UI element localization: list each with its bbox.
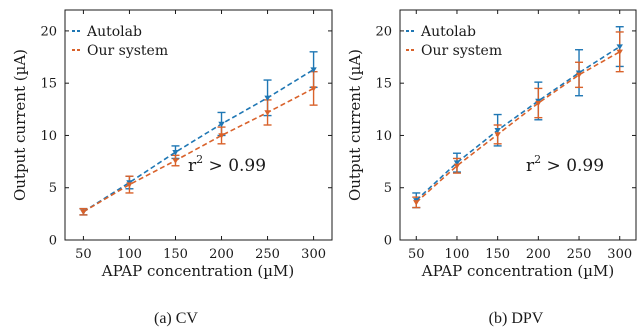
data-point-our-system xyxy=(264,110,271,116)
data-point-our-system xyxy=(126,182,133,188)
plot-frame xyxy=(399,9,637,241)
data-point-autolab xyxy=(616,44,623,50)
series-line-our-system xyxy=(83,87,314,213)
data-point-autolab xyxy=(453,160,461,166)
panel-dpv: 50 100 150 200 250 300 0 5 10 15 20 Autolab Our sy… xyxy=(346,9,637,327)
y-tick-label: 20 xyxy=(375,24,392,39)
x-tick-label: 100 xyxy=(445,247,470,262)
x-tick-label: 150 xyxy=(485,247,510,262)
y-tick-label: 10 xyxy=(375,129,392,144)
legend: Autolab Our system xyxy=(72,24,168,59)
caption-cv: (a) CV xyxy=(154,310,198,327)
legend-label-our-system: Our system xyxy=(87,43,168,59)
error-bars xyxy=(79,51,318,216)
panel-cv: 50 100 150 200 250 300 0 5 10 15 20 Autolab Our sy… xyxy=(11,9,333,327)
plot-frame xyxy=(64,9,333,241)
x-tick-label: 250 xyxy=(255,247,280,262)
x-axis-label: APAP concentration (µM) xyxy=(101,262,295,280)
y-tick-label: 0 xyxy=(49,234,57,249)
legend: Autolab Our system xyxy=(406,24,502,59)
data-markers xyxy=(80,67,317,215)
y-tick-label: 5 xyxy=(49,181,57,196)
x-tick-label: 200 xyxy=(526,247,551,262)
series-line-autolab xyxy=(415,45,621,201)
x-tick-label: 150 xyxy=(163,247,188,262)
x-tick-label: 200 xyxy=(209,247,234,262)
x-tick-label: 50 xyxy=(75,247,92,262)
legend-label-autolab: Autolab xyxy=(420,24,476,40)
legend-label-our-system: Our system xyxy=(421,43,502,59)
y-axis-label: Output current (µA) xyxy=(11,49,29,201)
y-tick-label: 0 xyxy=(384,234,392,249)
data-point-our-system xyxy=(310,86,317,92)
data-point-our-system xyxy=(413,200,420,206)
y-tick-label: 5 xyxy=(384,181,392,196)
x-tick-label: 250 xyxy=(567,247,592,262)
data-point-autolab xyxy=(310,67,317,73)
data-point-our-system xyxy=(494,132,501,138)
x-tick-label: 50 xyxy=(408,247,425,262)
legend-label-autolab: Autolab xyxy=(86,24,142,40)
y-tick-label: 15 xyxy=(375,77,392,92)
data-point-our-system xyxy=(80,209,87,215)
caption-dpv: (b) DPV xyxy=(489,310,544,327)
r-squared-annotation: r2 > 0.99 xyxy=(526,153,604,176)
y-tick-label: 15 xyxy=(40,77,57,92)
data-point-our-system xyxy=(172,158,179,164)
series-line-our-system xyxy=(415,51,621,203)
data-point-autolab xyxy=(494,128,501,134)
x-tick-label: 300 xyxy=(301,247,326,262)
y-tick-label: 10 xyxy=(40,129,57,144)
data-point-our-system xyxy=(616,49,623,56)
r-squared-annotation: r2 > 0.99 xyxy=(188,153,266,176)
series-line-autolab xyxy=(82,68,315,213)
axis-ticks: 50 100 150 200 250 300 0 5 10 15 20 xyxy=(40,10,332,262)
data-point-our-system xyxy=(453,163,461,169)
data-markers xyxy=(413,44,623,206)
data-point-autolab xyxy=(218,121,225,128)
x-tick-label: 300 xyxy=(607,247,632,262)
axis-ticks: 50 100 150 200 250 300 0 5 10 15 20 xyxy=(375,10,636,262)
data-point-autolab xyxy=(264,95,271,102)
data-point-our-system xyxy=(575,72,583,79)
series-lines xyxy=(415,45,621,203)
y-tick-label: 20 xyxy=(40,24,57,39)
series-lines xyxy=(82,68,315,213)
x-axis-label: APAP concentration (µM) xyxy=(421,262,615,280)
data-point-our-system xyxy=(535,100,542,107)
data-point-autolab xyxy=(172,149,179,156)
x-tick-label: 100 xyxy=(117,247,142,262)
data-point-our-system xyxy=(218,133,225,139)
y-axis-label: Output current (µA) xyxy=(346,49,364,201)
